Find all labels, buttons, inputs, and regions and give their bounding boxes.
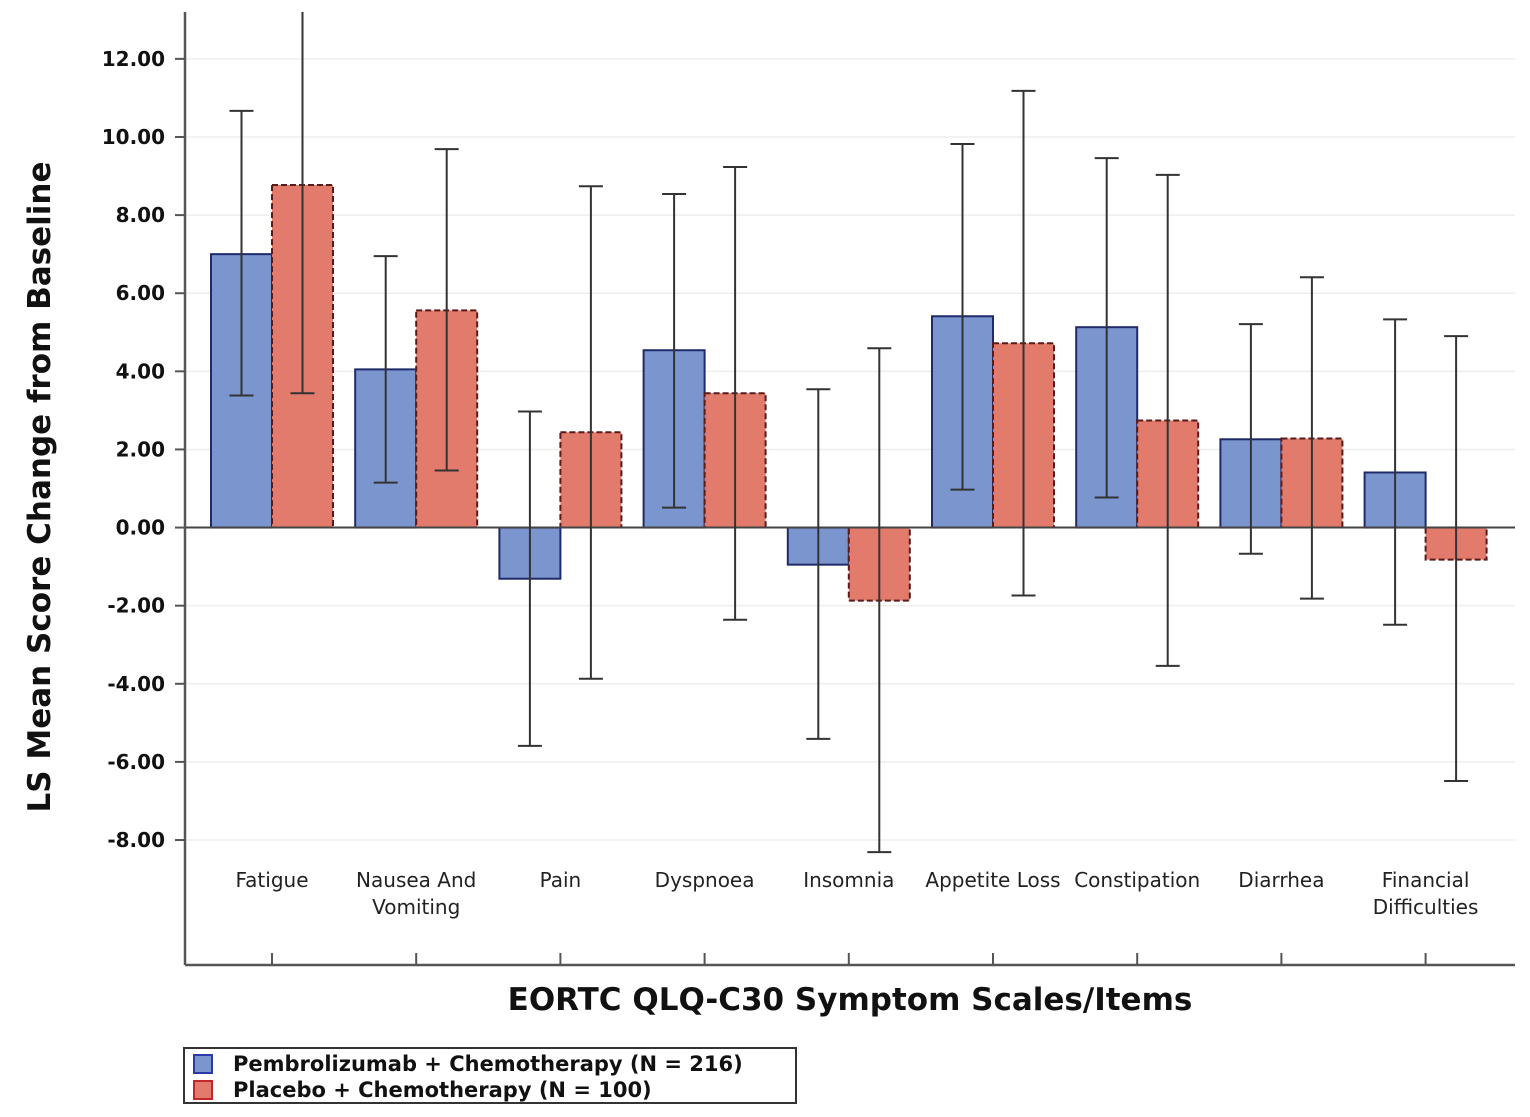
legend-label: Pembrolizumab + Chemotherapy (N = 216) bbox=[233, 1052, 743, 1076]
y-tick-label: 10.00 bbox=[102, 125, 165, 149]
legend: Pembrolizumab + Chemotherapy (N = 216) P… bbox=[183, 1047, 797, 1104]
x-tick-label: Fatigue bbox=[236, 868, 309, 892]
x-axis-title: EORTC QLQ-C30 Symptom Scales/Items bbox=[508, 982, 1193, 1018]
x-tick-label: Dyspnoea bbox=[655, 868, 755, 892]
y-tick-label: 0.00 bbox=[116, 516, 165, 540]
y-tick-label: 4.00 bbox=[116, 359, 165, 383]
y-tick-label: -8.00 bbox=[107, 828, 165, 852]
y-tick-label: 6.00 bbox=[116, 281, 165, 305]
y-axis-title: LS Mean Score Change from Baseline bbox=[22, 162, 58, 813]
y-tick-label: 12.00 bbox=[102, 47, 165, 71]
y-tick-label: 8.00 bbox=[116, 203, 165, 227]
x-tick-label: Constipation bbox=[1074, 868, 1200, 892]
legend-item-placebo: Placebo + Chemotherapy (N = 100) bbox=[193, 1078, 652, 1102]
x-tick-label: Nausea And bbox=[356, 868, 476, 892]
x-tick-label: Appetite Loss bbox=[925, 868, 1060, 892]
y-tick-label: -4.00 bbox=[107, 672, 165, 696]
legend-label: Placebo + Chemotherapy (N = 100) bbox=[233, 1078, 652, 1102]
x-tick-label: Diarrhea bbox=[1238, 868, 1324, 892]
x-tick-label: Vomiting bbox=[372, 895, 460, 919]
x-tick-label: Financial bbox=[1382, 868, 1470, 892]
legend-item-pembrolizumab: Pembrolizumab + Chemotherapy (N = 216) bbox=[193, 1052, 743, 1076]
x-tick-label: Difficulties bbox=[1373, 895, 1479, 919]
legend-swatch-red bbox=[193, 1080, 213, 1100]
y-tick-label: -2.00 bbox=[107, 594, 165, 618]
legend-swatch-blue bbox=[193, 1054, 213, 1074]
x-tick-label: Pain bbox=[540, 868, 582, 892]
x-tick-label: Insomnia bbox=[803, 868, 894, 892]
y-tick-label: 2.00 bbox=[116, 437, 165, 461]
y-tick-label: -6.00 bbox=[107, 750, 165, 774]
